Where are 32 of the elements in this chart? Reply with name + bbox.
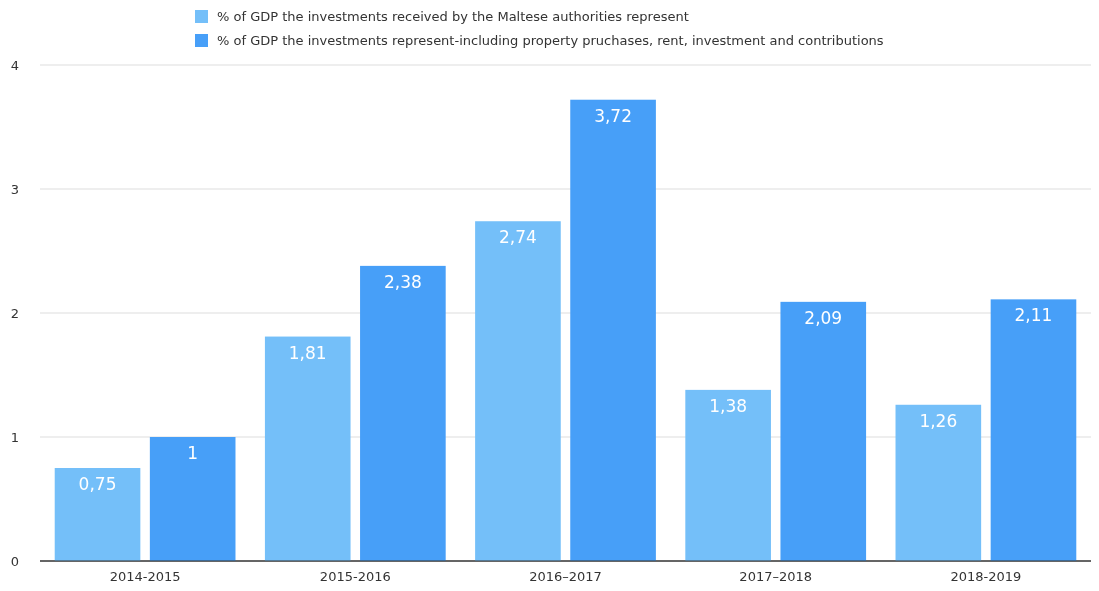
bar — [780, 301, 867, 561]
x-tick-label: 2014-2015 — [109, 569, 181, 584]
bar — [475, 221, 561, 561]
bar — [570, 99, 656, 561]
bar — [360, 265, 446, 561]
data-label: 1,81 — [288, 342, 327, 363]
data-label: 2,11 — [1014, 305, 1053, 326]
y-tick-label: 2 — [10, 305, 20, 321]
legend-label: % of GDP the investments received by the Maltese authorities represent — [217, 9, 689, 24]
y-tick-label: 0 — [10, 553, 20, 569]
bar — [990, 299, 1077, 561]
data-label: 1 — [187, 443, 199, 463]
data-label: 1,26 — [919, 410, 958, 431]
bar — [264, 336, 351, 561]
x-tick-label: 2018-2019 — [950, 569, 1022, 584]
data-label: 2,38 — [383, 271, 422, 292]
y-tick-label: 4 — [10, 57, 20, 73]
data-label: 3,72 — [594, 105, 632, 126]
bar — [685, 389, 771, 561]
x-tick-label: 2017–2018 — [739, 569, 813, 584]
bar — [149, 437, 236, 561]
data-label: 2,09 — [804, 307, 843, 328]
x-tick-label: 2016–2017 — [529, 569, 602, 584]
data-label: 2,74 — [499, 227, 537, 248]
bar — [895, 404, 982, 561]
y-tick-label: 3 — [10, 181, 20, 197]
legend-label: % of GDP the investments represent-including property pruchases, rent, investment and contributions — [217, 33, 884, 48]
data-label: 0,75 — [78, 474, 117, 494]
y-tick-label: 1 — [10, 429, 20, 445]
bar — [54, 468, 141, 561]
x-tick-label: 2015-2016 — [319, 569, 391, 584]
data-label: 1,38 — [709, 395, 748, 416]
